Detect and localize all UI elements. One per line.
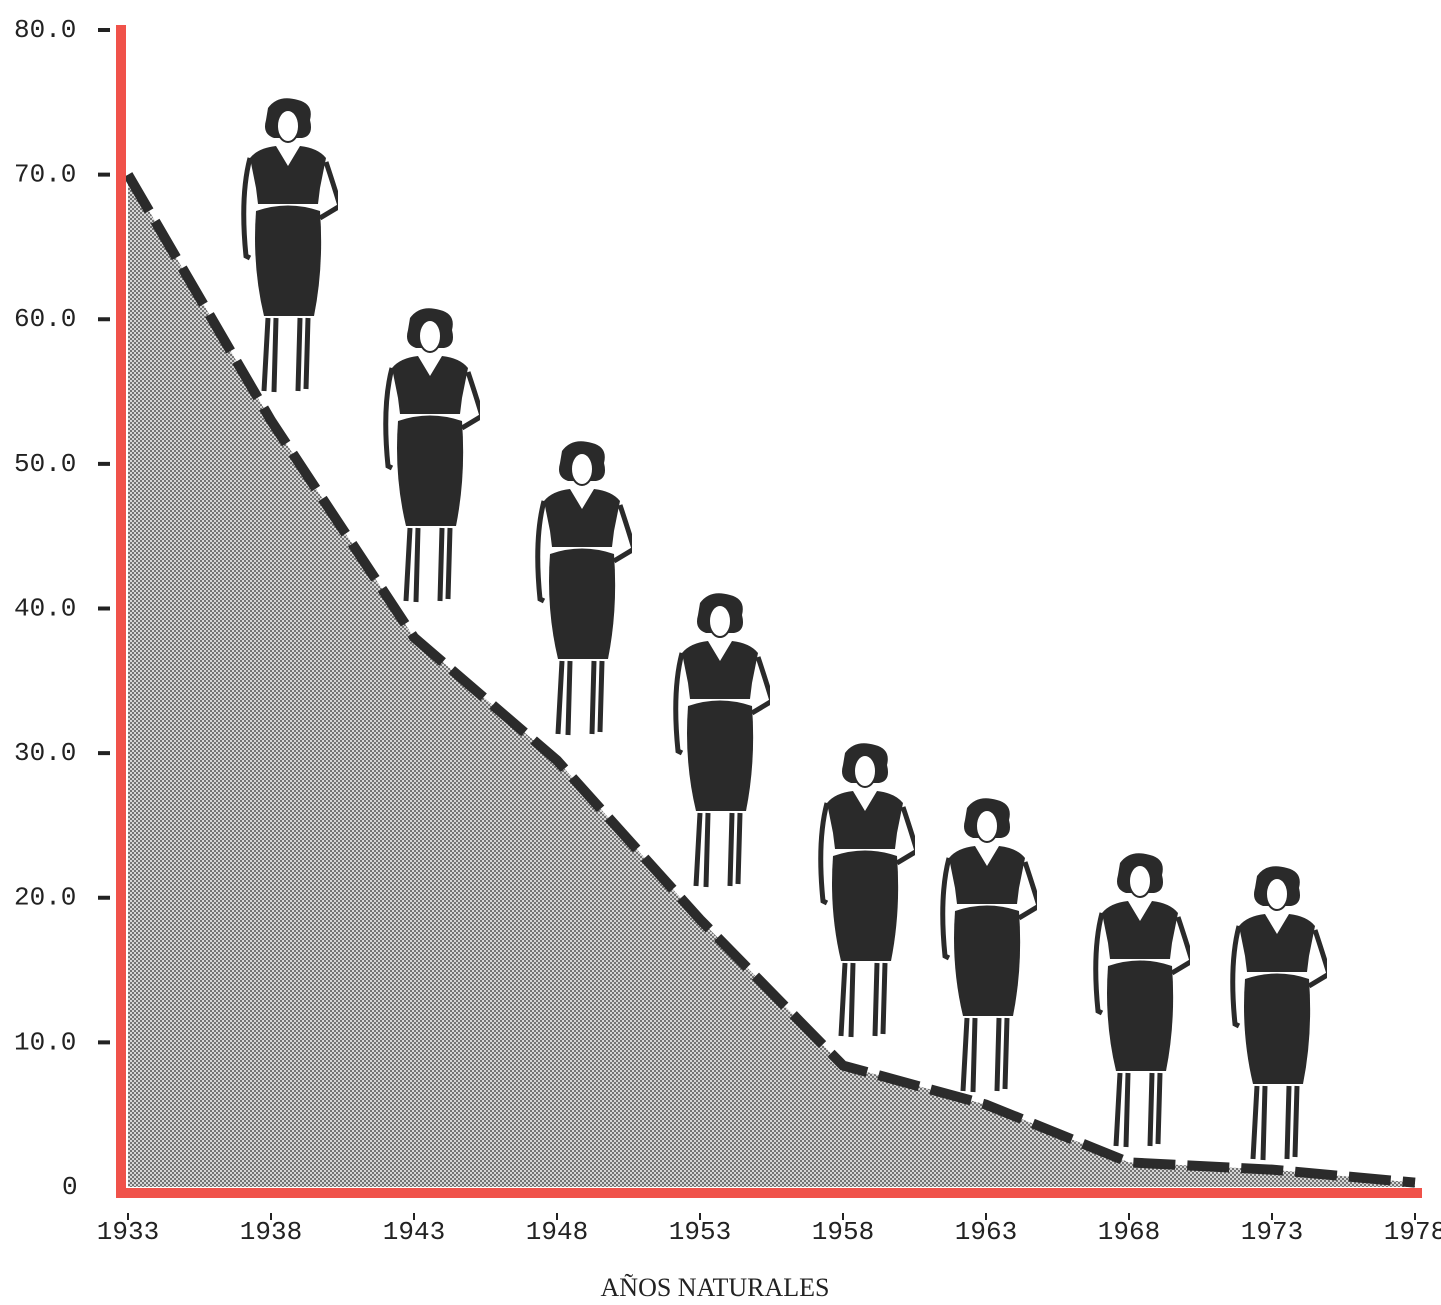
area — [128, 174, 1415, 1187]
x-tick-label: 1963 — [955, 1217, 1017, 1247]
y-tick-label: 80.0 — [14, 15, 76, 45]
y-tick-label: 40.0 — [14, 593, 76, 623]
figure-icon — [821, 743, 917, 1037]
x-axis-title: AÑOS NATURALES — [601, 1273, 830, 1302]
figure-icon — [244, 98, 340, 392]
figure-icon — [386, 308, 482, 602]
y-tick-label: 60.0 — [14, 304, 76, 334]
x-tick-label: 1978 — [1384, 1217, 1441, 1247]
x-tick-label: 1948 — [526, 1217, 588, 1247]
x-tick-label: 1953 — [669, 1217, 731, 1247]
x-tick-label: 1943 — [383, 1217, 445, 1247]
figure-icon — [943, 798, 1039, 1092]
figure-icon — [1096, 853, 1192, 1147]
x-tick-label: 1968 — [1098, 1217, 1160, 1247]
figure-icon — [676, 593, 772, 887]
x-tick-label: 1973 — [1241, 1217, 1303, 1247]
figure-icon — [1233, 866, 1329, 1160]
figure-icon — [538, 441, 634, 735]
x-tick-label: 1933 — [97, 1217, 159, 1247]
x-tick-label: 1958 — [812, 1217, 874, 1247]
y-tick-label: 20.0 — [14, 883, 76, 913]
x-tick-label: 1938 — [240, 1217, 302, 1247]
y-tick-label: 30.0 — [14, 738, 76, 768]
y-tick-label: 0 — [62, 1172, 78, 1202]
y-tick-label: 70.0 — [14, 160, 76, 190]
y-tick-label: 50.0 — [14, 449, 76, 479]
y-tick-label: 10.0 — [14, 1027, 76, 1057]
line — [123, 172, 1416, 1188]
